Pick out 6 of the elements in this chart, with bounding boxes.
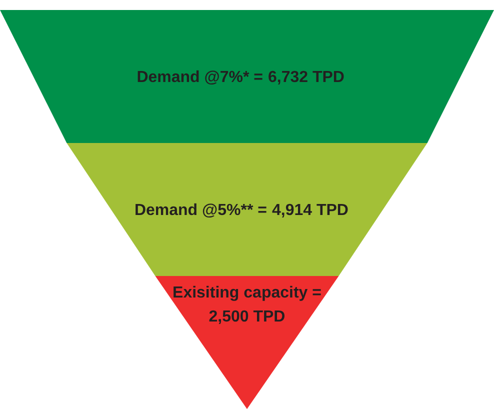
- category-label: Exisiting capacity =: [172, 284, 322, 302]
- data-label: 2,500 TPD: [208, 308, 286, 326]
- data-label: 4,914 TPD: [272, 202, 348, 220]
- category-label: Demand @7%* =: [136, 69, 263, 86]
- category-label: Demand @5%** =: [134, 202, 267, 220]
- data-label: 6,732 TPD: [268, 69, 344, 86]
